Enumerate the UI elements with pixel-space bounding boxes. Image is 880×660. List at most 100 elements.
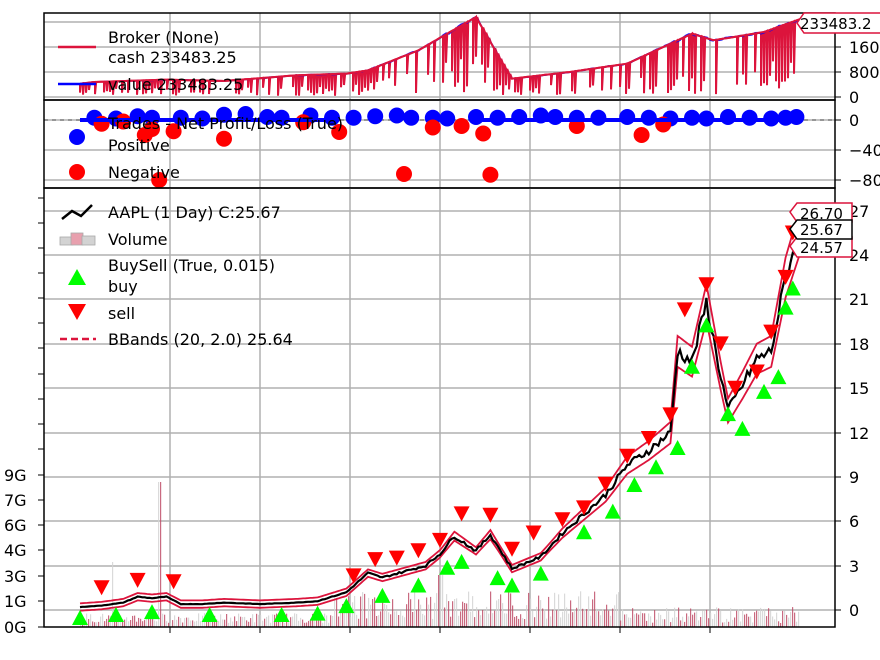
price-legend: AAPL (1 Day) C:25.67 Volume BuySell (Tru… <box>59 203 293 349</box>
volume-bar-160 <box>400 611 402 627</box>
volume-bar-168 <box>416 609 418 627</box>
price-panel: 27 24 21 18 15 12 9 6 3 0 9G 7G 6G 4G 3G 1G 0G <box>4 187 869 637</box>
volume-bar-43 <box>166 621 168 627</box>
volume-bar-239 <box>558 594 560 627</box>
volume-bar-87 <box>254 622 256 627</box>
volume-bar-340 <box>760 607 762 627</box>
volume-bar-280 <box>640 611 642 627</box>
sell-marker-15 <box>619 448 636 464</box>
legend-cash-label: cash 233483.25 <box>108 48 237 67</box>
volume-bar-309 <box>698 620 700 627</box>
volume-bar-333 <box>746 613 748 627</box>
volume-bar-58 <box>196 620 198 627</box>
volume-bar-106 <box>292 616 294 627</box>
positive-trade-marker-30 <box>720 109 736 125</box>
volume-bar-175 <box>430 596 432 627</box>
volume-tick-label-2: 6G <box>4 516 27 535</box>
buy-marker-14 <box>576 524 592 540</box>
buy-marker-7 <box>374 587 391 603</box>
volume-bar-302 <box>684 621 686 627</box>
legend-negative-marker <box>69 164 85 180</box>
volume-bar-276 <box>632 608 634 627</box>
volume-bar-54 <box>188 617 190 627</box>
negative-trade-marker-13 <box>482 166 499 183</box>
volume-bar-154 <box>388 612 390 627</box>
volume-bar-146 <box>372 599 374 627</box>
sell-marker-6 <box>410 543 427 559</box>
volume-bar-108 <box>296 613 298 627</box>
volume-bar-190 <box>460 611 462 627</box>
volume-bar-180 <box>440 575 442 627</box>
volume-bar-316 <box>712 618 714 627</box>
buy-marker-17 <box>648 459 664 475</box>
volume-bar-293 <box>666 608 668 627</box>
volume-bar-327 <box>734 617 736 627</box>
sell-marker-13 <box>576 500 592 516</box>
volume-bar-96 <box>272 614 274 627</box>
volume-bar-33 <box>146 617 148 627</box>
volume-bar-288 <box>656 619 658 627</box>
volume-bar-305 <box>690 608 692 627</box>
volume-bar-197 <box>474 617 476 627</box>
volume-bar-31 <box>142 621 144 627</box>
volume-bar-148 <box>376 616 378 627</box>
volume-bar-181 <box>442 575 444 627</box>
volume-bar-320 <box>720 610 722 627</box>
volume-bar-349 <box>778 621 780 627</box>
volume-bar-221 <box>522 618 524 627</box>
volume-tick-label-1: 7G <box>4 491 27 510</box>
volume-bar-278 <box>636 613 638 627</box>
volume-bar-300 <box>680 620 682 627</box>
negative-trade-marker-15 <box>633 127 650 143</box>
broker-panel: 160 800 0 <box>43 12 880 107</box>
volume-bar-260 <box>600 615 602 627</box>
volume-bar-72 <box>224 619 226 627</box>
volume-bar-337 <box>754 612 756 627</box>
volume-bar-304 <box>688 616 690 627</box>
buy-marker-23 <box>756 383 772 399</box>
volume-bar-353 <box>786 614 788 627</box>
volume-bar-350 <box>780 623 782 627</box>
close-price-line <box>79 226 802 609</box>
volume-bar-339 <box>758 611 760 627</box>
volume-bar-126 <box>332 616 334 627</box>
volume-bar-132 <box>344 606 346 627</box>
volume-bar-212 <box>504 613 506 627</box>
volume-bar-326 <box>732 619 734 627</box>
legend-volume-swatch-c <box>81 235 96 246</box>
positive-trade-marker-31 <box>741 109 758 126</box>
volume-bar-187 <box>454 599 456 627</box>
broker-ytick-label-2: 0 <box>849 88 859 107</box>
volume-bar-299 <box>678 607 680 627</box>
volume-bar-286 <box>652 622 654 627</box>
volume-bar-222 <box>524 619 526 627</box>
volume-bar-145 <box>370 604 372 627</box>
volume-bar-354 <box>788 617 790 627</box>
volume-bar-121 <box>322 622 324 627</box>
sell-marker-19 <box>698 277 715 293</box>
volume-bar-75 <box>230 617 232 627</box>
volume-bar-127 <box>334 598 336 627</box>
negative-trade-marker-4 <box>151 172 168 188</box>
price-ytick-label-0: 27 <box>849 202 869 221</box>
volume-bar-215 <box>510 593 512 627</box>
volume-bar-70 <box>220 614 222 627</box>
sell-marker-5 <box>388 550 405 566</box>
volume-bar-230 <box>540 600 542 627</box>
broker-legend-title: Broker (None) <box>108 28 219 47</box>
close-tag: 25.67 <box>800 221 843 239</box>
sell-marker-11 <box>525 525 542 541</box>
volume-bar-196 <box>472 596 474 627</box>
volume-bar-271 <box>622 609 624 627</box>
volume-bar-182 <box>444 607 446 627</box>
volume-bar-240 <box>560 617 562 627</box>
volume-bar-29 <box>138 617 140 627</box>
volume-bar-8 <box>96 622 98 627</box>
volume-bar-109 <box>298 620 300 627</box>
volume-bar-104 <box>288 622 290 627</box>
trades-ytick-label-2: −80 <box>849 171 880 190</box>
volume-bar-224 <box>528 592 530 627</box>
volume-bar-74 <box>228 622 230 627</box>
negative-trade-marker-3 <box>144 121 160 137</box>
volume-bar-258 <box>596 608 598 627</box>
